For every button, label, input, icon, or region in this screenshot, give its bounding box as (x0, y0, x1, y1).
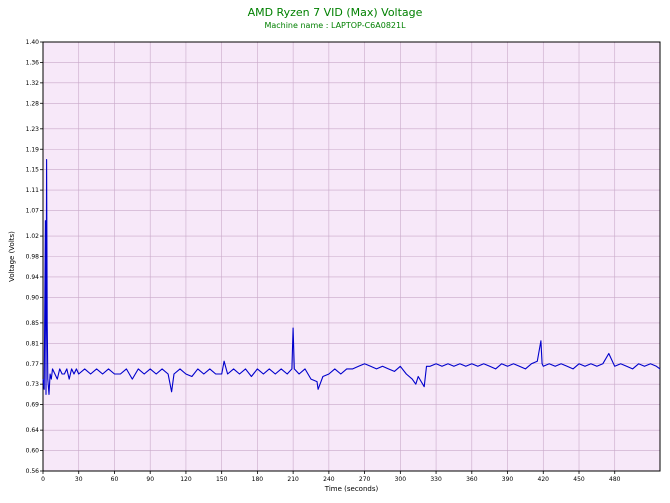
y-tick-label: 1.11 (26, 187, 40, 194)
x-tick-label: 450 (573, 476, 585, 483)
y-tick-label: 0.69 (26, 402, 40, 409)
chart-subtitle: Machine name : LAPTOP-C6A0821L (264, 21, 406, 30)
x-tick-label: 210 (287, 476, 299, 483)
x-tick-label: 180 (252, 476, 264, 483)
y-tick-label: 0.64 (26, 427, 40, 434)
x-tick-label: 480 (609, 476, 621, 483)
y-tick-label: 0.60 (26, 448, 40, 455)
y-tick-label: 0.90 (26, 294, 40, 301)
y-tick-label: 1.07 (26, 208, 40, 215)
y-axis: 0.56 0.60 0.64 0.69 0.73 0.77 0.81 0.85 0.90 0.94… (26, 39, 43, 475)
x-tick-label: 240 (323, 476, 335, 483)
x-tick-label: 90 (146, 476, 154, 483)
y-tick-label: 0.98 (26, 254, 40, 261)
y-tick-label: 0.81 (26, 340, 40, 347)
x-tick-label: 300 (395, 476, 407, 483)
chart-title: AMD Ryzen 7 VID (Max) Voltage (247, 6, 423, 19)
x-tick-label: 420 (538, 476, 550, 483)
y-tick-label: 1.36 (26, 59, 40, 66)
y-tick-label: 0.94 (26, 274, 40, 281)
y-axis-label: Voltage (Volts) (8, 231, 16, 282)
y-tick-label: 1.02 (26, 233, 40, 240)
y-tick-label: 1.19 (26, 146, 40, 153)
y-tick-label: 0.85 (26, 320, 40, 327)
y-tick-label: 0.56 (26, 468, 40, 475)
y-tick-label: 1.28 (26, 100, 40, 107)
x-tick-label: 360 (466, 476, 478, 483)
x-tick-label: 330 (430, 476, 442, 483)
y-tick-label: 1.15 (26, 167, 40, 174)
x-tick-label: 60 (111, 476, 119, 483)
x-tick-label: 270 (359, 476, 371, 483)
x-tick-label: 150 (216, 476, 228, 483)
y-tick-label: 0.73 (26, 381, 40, 388)
x-tick-label: 30 (75, 476, 83, 483)
x-axis-label: Time (seconds) (324, 485, 379, 493)
y-tick-label: 1.32 (26, 80, 40, 87)
x-tick-label: 390 (502, 476, 514, 483)
x-axis: 0 30 60 90 120 150 180 210 240 270 300 330 360 390 420… (41, 471, 621, 483)
plot-border (42, 41, 661, 472)
series-line (42, 158, 661, 395)
x-tick-label: 0 (41, 476, 45, 483)
x-tick-label: 120 (180, 476, 192, 483)
y-tick-label: 1.40 (26, 39, 40, 46)
y-tick-label: 1.23 (26, 126, 40, 133)
y-tick-label: 0.77 (26, 361, 40, 368)
